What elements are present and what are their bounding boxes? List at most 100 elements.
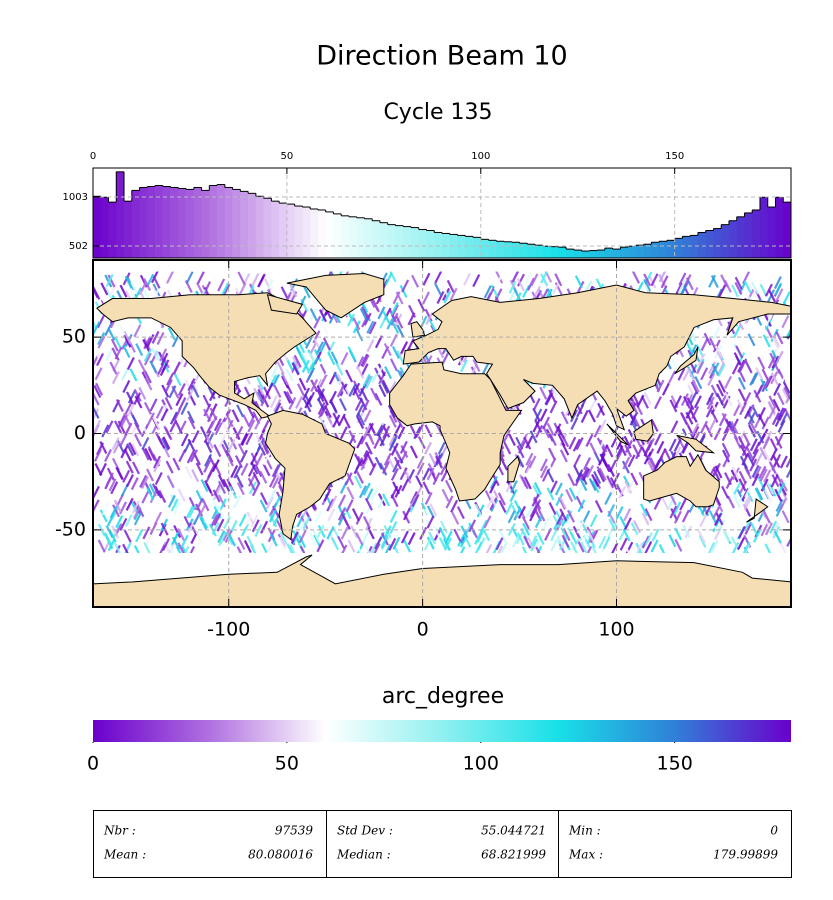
track-segment [210, 272, 219, 286]
track-segment [126, 474, 134, 488]
track-segment [202, 394, 211, 408]
track-segment [778, 407, 787, 421]
track-segment [519, 433, 528, 447]
track-segment [661, 497, 670, 511]
track-segment [177, 528, 186, 542]
track-segment [276, 361, 285, 375]
track-segment [317, 401, 326, 415]
track-segment [490, 284, 499, 298]
track-segment [98, 462, 107, 476]
track-segment [141, 437, 150, 451]
track-segment [115, 399, 124, 413]
track-segment [579, 445, 588, 459]
track-segment [133, 512, 142, 526]
track-segment [348, 430, 357, 444]
track-segment [119, 433, 128, 447]
bar [286, 204, 295, 258]
track-segment [535, 534, 544, 547]
track-segment [180, 534, 189, 548]
track-segment [596, 466, 605, 480]
track-segment [679, 497, 688, 511]
track-segment [139, 474, 148, 488]
plot-frame [92, 167, 792, 259]
track-segment [441, 351, 450, 365]
track-segment [360, 457, 369, 471]
track-segment [743, 466, 752, 480]
track-segment [627, 454, 636, 468]
track-segment [172, 536, 181, 550]
track-segment [123, 448, 132, 462]
track-segment [338, 398, 347, 412]
track-segment [721, 485, 730, 499]
track-segment [166, 475, 175, 489]
track-segment [101, 502, 110, 516]
track-segment [636, 394, 645, 408]
bar [604, 248, 613, 258]
track-segment [426, 536, 435, 550]
track-segment [298, 377, 307, 391]
track-segment [708, 418, 717, 432]
track-segment [424, 508, 433, 522]
track-segment [505, 502, 513, 516]
track-segment [374, 456, 383, 470]
track-segment [714, 465, 723, 479]
track-segment [699, 514, 708, 528]
track-segment [158, 490, 167, 504]
track-segment [382, 425, 391, 439]
track-segment [419, 315, 428, 329]
track-segment [781, 315, 790, 329]
track-segment [132, 506, 141, 520]
track-segment [721, 442, 730, 456]
track-segment [565, 489, 574, 503]
track-segment [559, 508, 568, 522]
track-segment [254, 464, 263, 478]
bar [364, 218, 373, 258]
track-segment [230, 465, 239, 479]
track-segment [760, 428, 769, 442]
track-segment [140, 475, 149, 489]
track-segment [742, 432, 751, 446]
track-segment [323, 405, 332, 419]
track-segment [109, 505, 118, 519]
track-segment [457, 533, 466, 547]
track-segment [273, 385, 282, 398]
track-segment [157, 362, 166, 376]
track-segment [186, 388, 195, 402]
track-segment [530, 538, 539, 552]
track-segment [374, 335, 383, 349]
track-segment [147, 447, 156, 461]
track-segment [288, 368, 297, 382]
track-segment [390, 301, 399, 315]
track-segment [265, 541, 274, 555]
bar [100, 197, 109, 258]
stat-value: 0 [770, 824, 778, 838]
track-segment [358, 448, 366, 462]
track-segment [755, 452, 763, 466]
track-segment [751, 464, 760, 478]
track-segment [697, 530, 706, 544]
track-segment [716, 350, 725, 364]
track-segment [539, 408, 548, 422]
track-segment [744, 484, 753, 498]
track-segment [509, 480, 518, 494]
track-segment [359, 485, 367, 499]
land [676, 434, 716, 454]
track-segment [160, 408, 169, 422]
track-segment [429, 503, 438, 517]
track-segment [774, 282, 783, 296]
stat-label: Nbr : [103, 824, 136, 838]
track-segment [186, 410, 195, 424]
track-segment [643, 273, 652, 287]
track-segment [737, 369, 746, 383]
track-segment [626, 480, 635, 494]
track-segment [178, 449, 187, 463]
stat-value: 68.821999 [481, 848, 546, 862]
track-segment [682, 367, 691, 381]
bar [201, 190, 210, 258]
track-segment [126, 443, 135, 457]
track-segment [507, 433, 516, 447]
track-segment [152, 416, 161, 430]
track-segment [125, 460, 134, 474]
track-segment [374, 536, 383, 550]
track-segment [782, 291, 791, 305]
